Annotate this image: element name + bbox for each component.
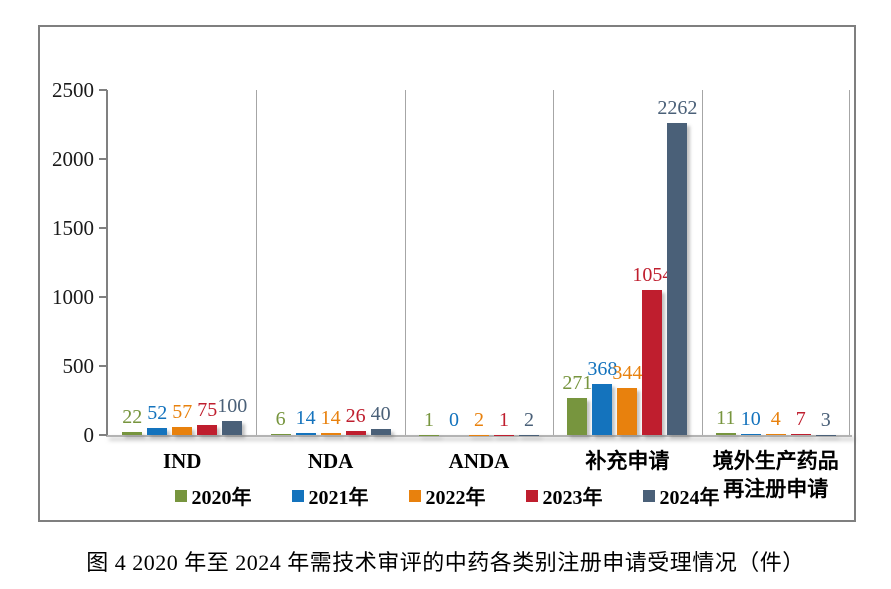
legend-swatch bbox=[408, 489, 421, 502]
bar-value-label: 368 bbox=[587, 358, 618, 381]
x-axis-baseline bbox=[106, 435, 852, 437]
bar bbox=[790, 434, 811, 435]
category-label: 补充申请 bbox=[585, 449, 670, 473]
bar-value-label: 26 bbox=[345, 405, 366, 428]
plot-area: 0 500 1000 1500 2000 2500 22 52 57 75 100 IND 6 14 14 2… bbox=[52, 78, 852, 501]
bar-value-label: 57 bbox=[172, 401, 193, 424]
bar-value-label: 11 bbox=[716, 407, 736, 430]
legend-swatch bbox=[174, 489, 187, 502]
bar-value-label: 14 bbox=[295, 407, 316, 430]
bar-value-label: 344 bbox=[612, 361, 643, 384]
bar bbox=[667, 122, 688, 435]
y-tick-label: 500 bbox=[62, 354, 95, 378]
y-axis-line bbox=[106, 90, 108, 435]
legend-label: 2023年 bbox=[542, 487, 603, 509]
figure-caption: 图 4 2020 年至 2024 年需技术审评的中药各类别注册申请受理情况（件） bbox=[86, 550, 805, 575]
bar-value-label: 1 bbox=[499, 408, 509, 431]
bar-value-label: 2 bbox=[524, 408, 534, 431]
category-label: 境外生产药品 再注册申请 bbox=[712, 449, 839, 501]
bar bbox=[345, 431, 366, 435]
bar bbox=[320, 433, 341, 435]
bar-value-label: 1 bbox=[424, 408, 434, 431]
category-label: ANDA bbox=[448, 449, 510, 473]
y-tick bbox=[99, 158, 107, 160]
y-tick-label: 1000 bbox=[52, 285, 94, 309]
legend-item: 2023年 bbox=[525, 481, 603, 510]
legend-swatch bbox=[291, 489, 304, 502]
bar bbox=[172, 427, 193, 435]
bar-value-label: 2 bbox=[474, 408, 484, 431]
bar-value-label: 52 bbox=[147, 401, 168, 424]
bar-value-label: 10 bbox=[740, 407, 761, 430]
bar bbox=[642, 289, 663, 435]
legend-label: 2022年 bbox=[425, 487, 486, 509]
bar bbox=[617, 387, 638, 435]
y-tick bbox=[99, 296, 107, 298]
category-label: IND bbox=[162, 449, 202, 473]
panel-separator bbox=[553, 90, 555, 435]
legend-label: 2020年 bbox=[191, 487, 252, 509]
panel-separator bbox=[256, 90, 258, 435]
panel-separator bbox=[701, 90, 703, 435]
bar-value-label: 2262 bbox=[657, 96, 698, 119]
bar bbox=[740, 433, 761, 435]
bar bbox=[147, 427, 168, 435]
bar-value-label: 14 bbox=[320, 407, 341, 430]
panel-separator bbox=[404, 90, 406, 435]
bar bbox=[592, 384, 613, 435]
bar bbox=[122, 431, 143, 435]
bar-value-label: 75 bbox=[197, 398, 218, 421]
legend-item: 2022年 bbox=[408, 481, 486, 510]
y-tick-label: 0 bbox=[83, 423, 95, 447]
legend-label: 2024年 bbox=[659, 487, 720, 509]
bar-value-label: 271 bbox=[562, 371, 593, 394]
bar bbox=[222, 421, 243, 435]
panel-separator bbox=[849, 90, 850, 435]
bar-value-label: 100 bbox=[217, 395, 248, 418]
legend: 2020年 2021年 2022年 2023年 2024年 bbox=[40, 481, 854, 510]
bar-value-label: 0 bbox=[449, 409, 459, 431]
bar bbox=[370, 429, 391, 435]
legend-swatch bbox=[642, 489, 655, 502]
bar bbox=[295, 433, 316, 435]
bar bbox=[567, 397, 588, 435]
legend-swatch bbox=[525, 489, 538, 502]
legend-label: 2021年 bbox=[308, 487, 369, 509]
y-tick-label: 1500 bbox=[52, 216, 94, 240]
category-label: NDA bbox=[307, 449, 354, 473]
bar-value-label: 3 bbox=[820, 408, 831, 431]
bar-value-label: 4 bbox=[770, 408, 781, 431]
chart-frame: 0 500 1000 1500 2000 2500 22 52 57 75 100 IND 6 14 14 2… bbox=[38, 25, 856, 522]
y-tick bbox=[99, 227, 107, 229]
bar-value-label: 40 bbox=[370, 403, 391, 426]
bar-value-label: 1054 bbox=[632, 263, 673, 286]
legend-item: 2020年 bbox=[174, 481, 252, 510]
bar bbox=[270, 434, 291, 435]
bar-value-label: 7 bbox=[795, 408, 806, 431]
y-tick-label: 2000 bbox=[52, 147, 94, 171]
legend-item: 2024年 bbox=[642, 481, 720, 510]
bar bbox=[765, 434, 786, 435]
bar-value-label: 6 bbox=[275, 408, 286, 431]
y-tick bbox=[99, 365, 107, 367]
bar bbox=[715, 433, 736, 435]
bar-value-label: 22 bbox=[122, 405, 143, 428]
y-tick bbox=[99, 89, 107, 91]
legend-item: 2021年 bbox=[291, 481, 369, 510]
y-tick-label: 2500 bbox=[52, 78, 94, 102]
y-tick bbox=[99, 434, 107, 436]
bar bbox=[197, 424, 218, 435]
